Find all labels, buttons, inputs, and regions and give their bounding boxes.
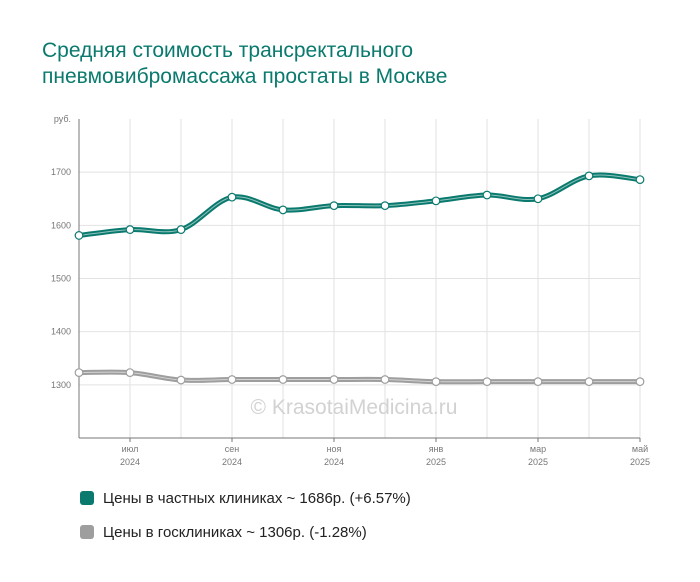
series-line-1 xyxy=(76,369,643,385)
x-tick-label-month: мар xyxy=(530,444,546,454)
data-point xyxy=(584,171,594,181)
data-point xyxy=(635,377,645,387)
data-point xyxy=(278,375,288,384)
y-tick-label: 1700 xyxy=(51,167,71,177)
data-point xyxy=(278,205,288,215)
data-point xyxy=(482,377,492,387)
data-point xyxy=(584,377,594,387)
chart-title-line-1: Средняя стоимость трансректального xyxy=(42,39,414,62)
data-point xyxy=(380,375,390,384)
y-tick-label: 1400 xyxy=(51,327,71,337)
data-point xyxy=(74,231,84,240)
legend-swatch-private xyxy=(80,491,94,505)
data-point xyxy=(227,192,237,202)
data-point xyxy=(125,368,135,378)
data-point xyxy=(431,377,441,387)
data-point xyxy=(533,194,543,204)
line-chart: 1300 1400 1500 1600 1700 руб. июл 2024 сен 2024 но… xyxy=(51,114,650,467)
data-point xyxy=(176,225,186,234)
legend-item-state: Цены в госклиниках ~ 1306р. (-1.28%) xyxy=(80,522,411,542)
x-tick-label-month: янв xyxy=(429,444,444,454)
legend-item-private: Цены в частных клиниках ~ 1686р. (+6.57%… xyxy=(80,488,411,508)
chart-title: Средняя стоимость трансректального пневм… xyxy=(42,38,662,90)
y-tick-label: 1600 xyxy=(51,220,71,230)
data-point xyxy=(329,201,339,211)
data-point xyxy=(380,201,390,211)
y-tick-label: 1300 xyxy=(51,380,71,390)
data-point xyxy=(431,196,441,206)
y-tick-label: 1500 xyxy=(51,274,71,284)
legend-summary-private: ~ 1686р. (+6.57%) xyxy=(282,489,411,507)
data-point xyxy=(533,377,543,387)
watermark: © KrasotaiMedicina.ru xyxy=(251,396,458,419)
x-tick-label-year: 2025 xyxy=(528,457,548,467)
x-tick-label-month: июл xyxy=(122,444,139,454)
legend-summary-state: ~ 1306р. (-1.28%) xyxy=(242,523,367,541)
data-point xyxy=(635,175,645,185)
x-tick-label-month: май xyxy=(632,444,648,454)
x-tick-label-year: 2025 xyxy=(630,457,650,467)
x-tick-label-year: 2024 xyxy=(120,457,140,467)
legend-label-state: Цены в госклиниках xyxy=(103,523,243,541)
data-point xyxy=(227,375,237,384)
x-tick-label-month: ноя xyxy=(327,444,342,454)
legend-label-private: Цены в частных клиниках xyxy=(103,489,283,507)
legend-swatch-state xyxy=(80,525,94,539)
x-tick-label-year: 2024 xyxy=(324,457,344,467)
chart-title-line-2: пневмовибромассажа простаты в Москве xyxy=(42,65,448,88)
data-point xyxy=(74,368,84,378)
x-tick-label-year: 2025 xyxy=(426,457,446,467)
legend: Цены в частных клиниках ~ 1686р. (+6.57%… xyxy=(80,488,411,556)
series-line-highlight-0 xyxy=(78,174,641,236)
x-tick-label-year: 2024 xyxy=(222,457,242,467)
data-point xyxy=(176,375,186,385)
y-unit-label: руб. xyxy=(54,114,71,124)
data-point xyxy=(329,375,339,384)
data-point xyxy=(482,190,492,200)
data-point xyxy=(125,225,135,234)
x-tick-label-month: сен xyxy=(225,444,240,454)
